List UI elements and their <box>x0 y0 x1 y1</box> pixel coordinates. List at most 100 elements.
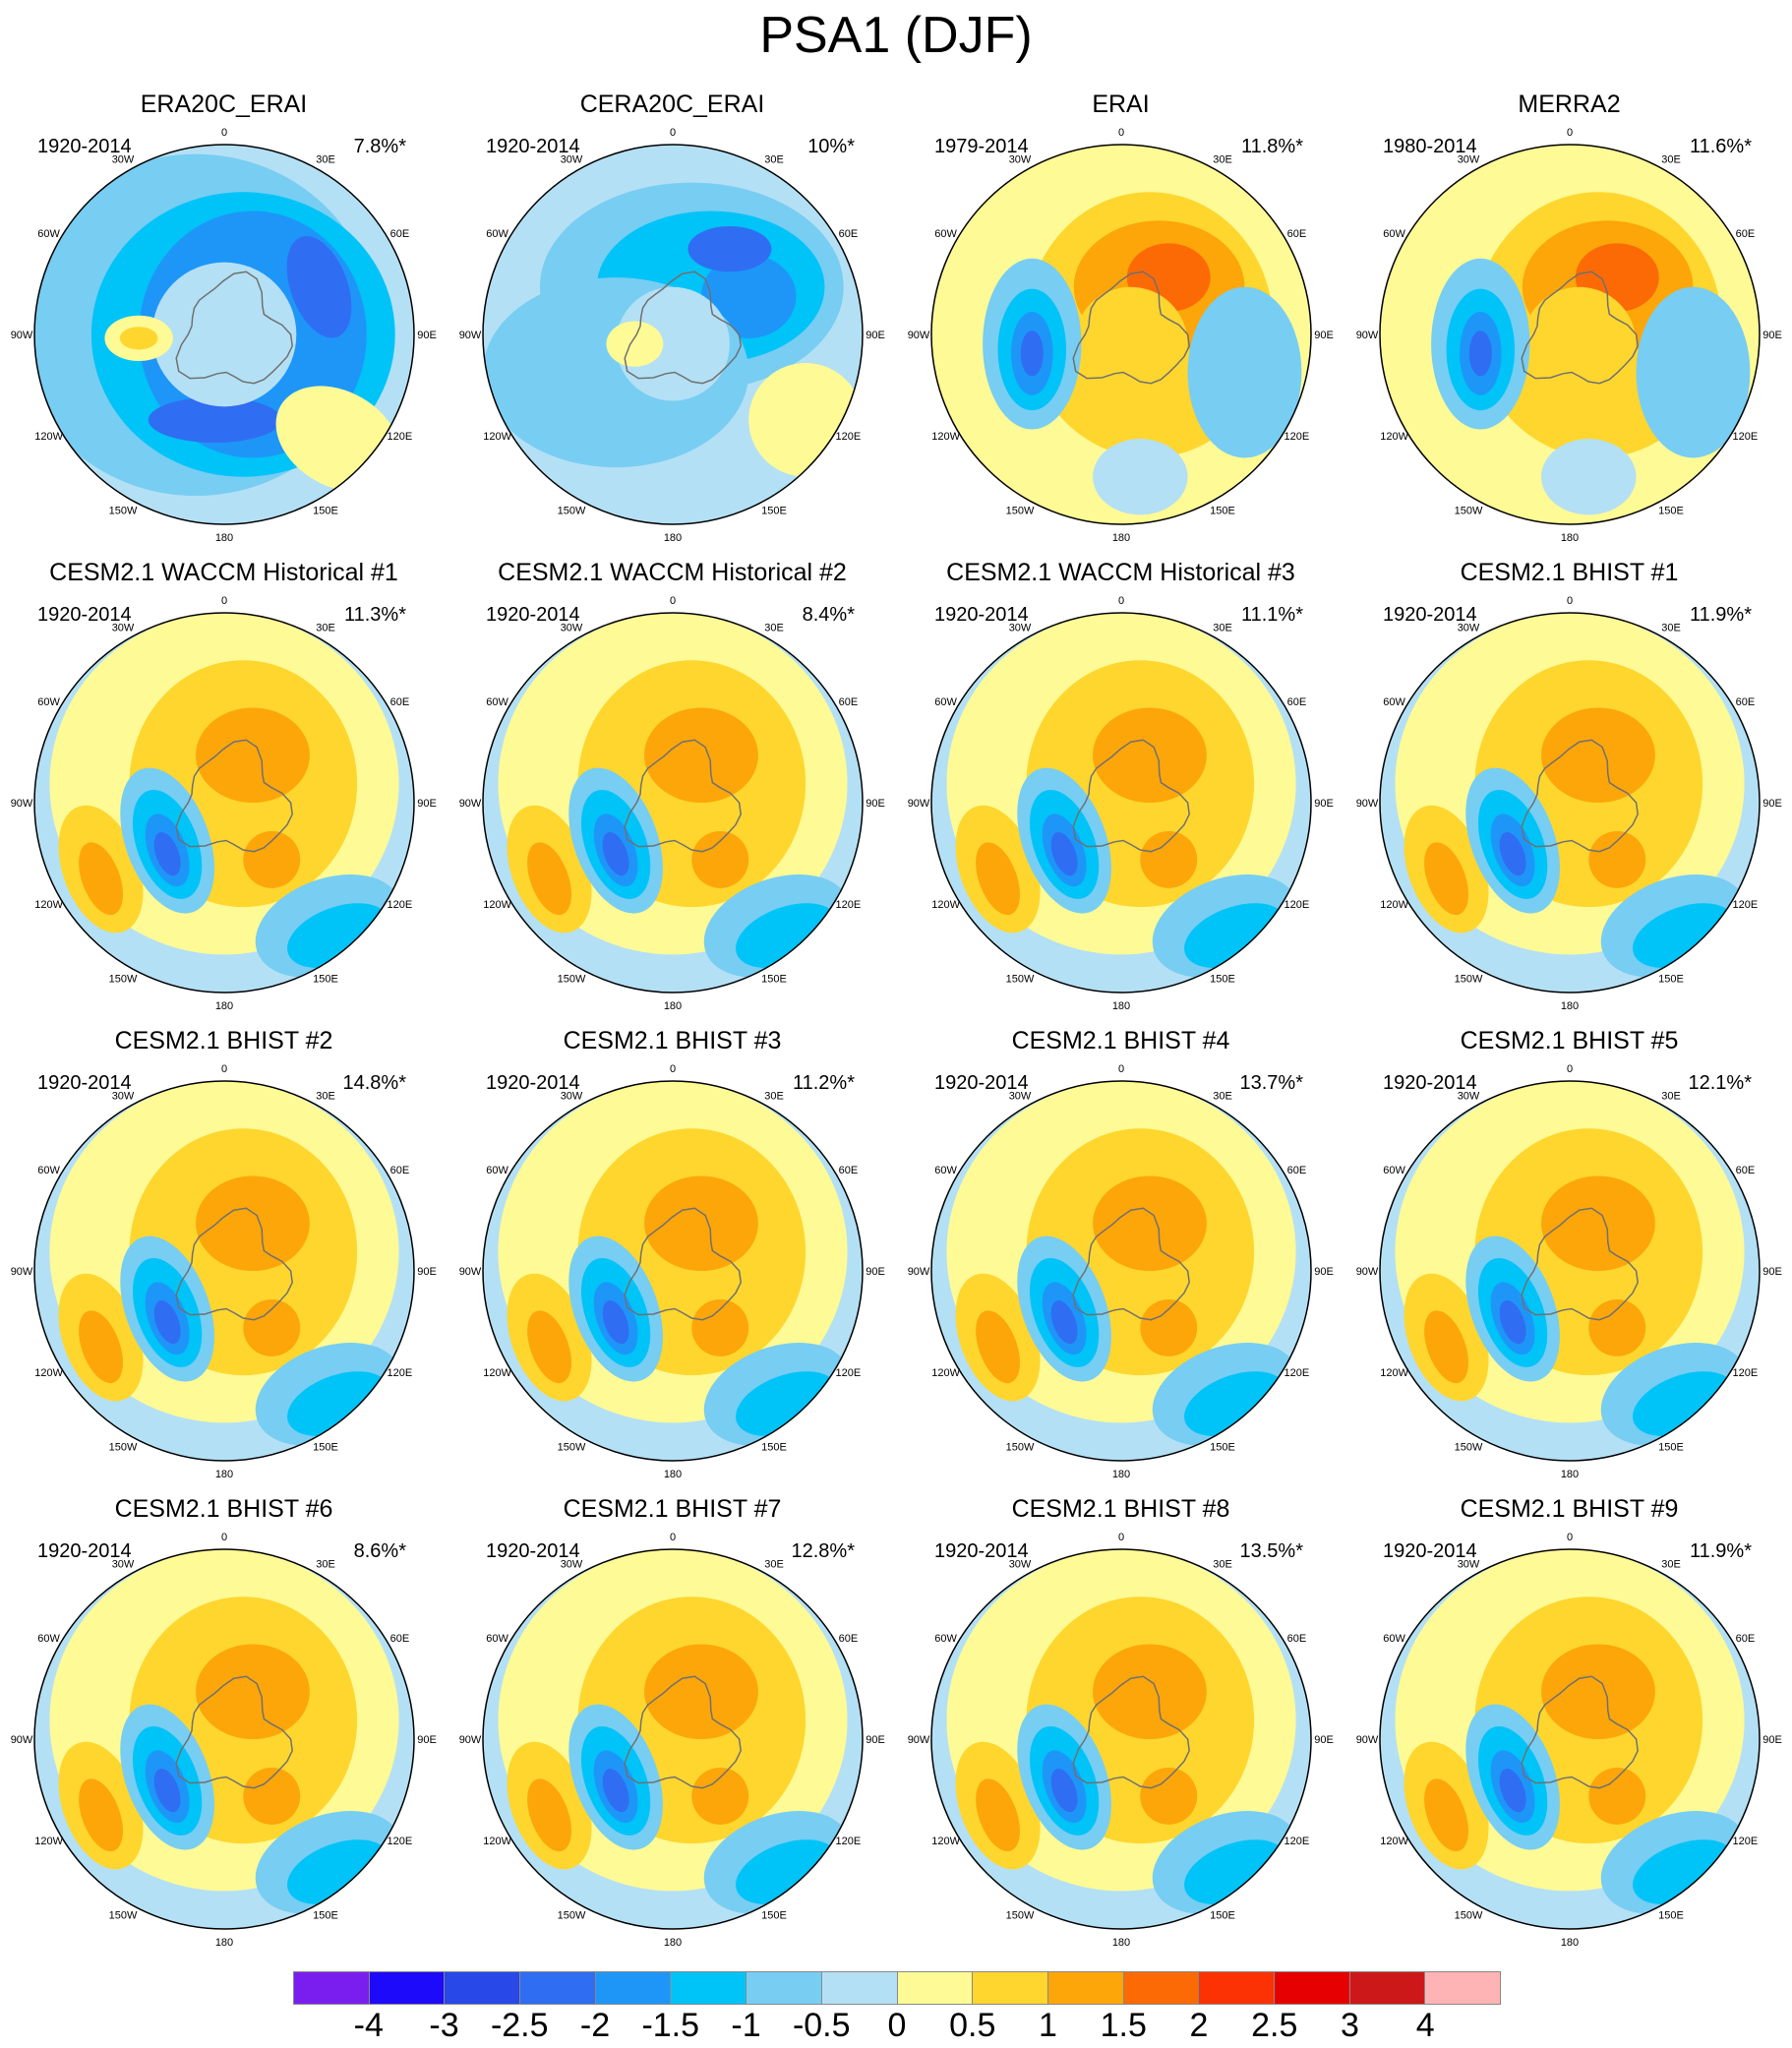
map-panel: CESM2.1 BHIST #2 1920-2014 14.8%* 0 30E 60E 90… <box>0 936 448 1480</box>
colorbar-tick-label: -3 <box>429 2007 459 2044</box>
panel-period: 1980-2014 <box>1383 136 1477 157</box>
longitude-label: 180 <box>215 1937 233 1949</box>
colorbar-labels: -4 -3 -2.5 -2 -1.5 -1 -0.5 0 0.5 1 1.5 2 2.5 3 4 <box>0 2007 1792 2048</box>
longitude-label: 90E <box>1314 1266 1334 1278</box>
longitude-label: 150E <box>1658 973 1684 985</box>
polar-map: 0 30E 60E 90E 120E 150E 180 150W 120W 90W 60W 30W <box>459 1532 885 1949</box>
longitude-label: 0 <box>1118 595 1124 607</box>
panel-title: MERRA2 <box>1518 90 1621 118</box>
colorbar-cell <box>1274 1972 1350 2004</box>
longitude-label: 150W <box>109 505 138 516</box>
longitude-label: 120E <box>836 1367 862 1379</box>
longitude-label: 60W <box>1383 228 1405 240</box>
panel-title: CERA20C_ERAI <box>579 90 765 118</box>
longitude-label: 180 <box>1561 1937 1579 1949</box>
contour-region <box>1140 830 1198 888</box>
longitude-label: 150E <box>313 505 338 516</box>
longitude-label: 180 <box>1112 1937 1130 1949</box>
longitude-label: 90E <box>1762 1734 1782 1746</box>
longitude-label: 30E <box>1661 154 1681 166</box>
contour-region <box>1093 439 1188 515</box>
longitude-label: 90W <box>908 798 930 810</box>
polar-map: 0 30E 60E 90E 120E 150E 180 150W 120W 90W 60W 30W <box>11 1532 437 1949</box>
contour-region <box>1093 1175 1207 1271</box>
colorbar-tick-label: 3 <box>1341 2007 1359 2044</box>
map-border <box>33 1080 415 1462</box>
colorbar-cell <box>520 1972 596 2004</box>
longitude-label: 0 <box>1567 595 1573 607</box>
panel-variance: 11.9%* <box>1689 604 1752 626</box>
longitude-label: 90W <box>1356 1734 1379 1746</box>
contour-region <box>616 286 730 401</box>
map-border <box>33 144 415 525</box>
coastline <box>1521 1207 1639 1321</box>
contour-region <box>243 1767 301 1825</box>
longitude-label: 120E <box>1733 899 1759 911</box>
polar-map: 0 30E 60E 90E 120E 150E 180 150W 120W 90W 60W 30W <box>1356 1063 1782 1480</box>
contour-region <box>691 1298 749 1356</box>
longitude-label: 0 <box>670 1063 676 1075</box>
longitude-label: 150W <box>109 1441 138 1453</box>
longitude-label: 90E <box>1314 330 1334 341</box>
colorbar-cell <box>897 1972 974 2004</box>
panel-period: 1920-2014 <box>37 136 132 157</box>
longitude-label: 180 <box>664 1469 682 1480</box>
contour-region <box>79 842 123 916</box>
longitude-label: 90W <box>459 330 482 341</box>
coastline <box>624 1675 742 1789</box>
contour-region <box>1588 1767 1646 1825</box>
map-panel: CESM2.1 BHIST #7 1920-2014 12.8%* 0 30E 60E 90… <box>448 1405 896 1949</box>
longitude-label: 150W <box>1006 973 1035 985</box>
longitude-label: 30E <box>1213 623 1232 634</box>
contour-region <box>691 1767 749 1825</box>
longitude-label: 120E <box>388 1836 413 1847</box>
longitude-label: 150E <box>1658 505 1684 516</box>
panel-period: 1920-2014 <box>37 1540 132 1562</box>
colorbar-cell <box>445 1972 521 2004</box>
longitude-label: 90W <box>908 330 930 341</box>
polar-map: 0 30E 60E 90E 120E 150E 180 150W 120W 90W 60W 30W <box>459 1063 885 1480</box>
map-border <box>1379 144 1761 525</box>
longitude-label: 120E <box>836 899 862 911</box>
longitude-label: 60E <box>839 1633 859 1645</box>
longitude-label: 150E <box>1210 505 1235 516</box>
longitude-label: 120W <box>1380 431 1408 443</box>
coastline <box>1072 739 1190 853</box>
longitude-label: 60E <box>1736 1633 1756 1645</box>
map-panel: CESM2.1 BHIST #4 1920-2014 13.7%* 0 30E 60E 90… <box>897 936 1344 1480</box>
longitude-label: 30W <box>112 1091 135 1103</box>
longitude-label: 90E <box>866 330 885 341</box>
longitude-label: 30W <box>112 154 135 166</box>
panel-title: ERAI <box>1092 90 1150 118</box>
contour-region <box>644 707 758 803</box>
polar-map: 0 30E 60E 90E 120E 150E 180 150W 120W 90W 60W 30W <box>11 127 437 544</box>
contour-region <box>1073 286 1188 401</box>
panel-variance: 11.6%* <box>1689 136 1752 157</box>
panel-period: 1920-2014 <box>1383 604 1477 626</box>
longitude-label: 60E <box>839 1165 859 1176</box>
polar-map: 0 30E 60E 90E 120E 150E 180 150W 120W 90W 60W 30W <box>1356 595 1782 1012</box>
colorbar-tick-label: 2 <box>1189 2007 1209 2044</box>
map-border <box>1379 612 1761 994</box>
panel-variance: 13.7%* <box>1239 1072 1304 1094</box>
colorbar-cell <box>1199 1972 1275 2004</box>
panel-title: ERA20C_ERAI <box>140 90 308 118</box>
contour-region <box>243 1298 301 1356</box>
map-panel: CESM2.1 BHIST #6 1920-2014 8.6%* 0 30E 60E 90E… <box>0 1405 448 1949</box>
contour-region <box>644 1175 758 1271</box>
panel-title: CESM2.1 BHIST #7 <box>563 1495 782 1523</box>
colorbar-cell <box>369 1972 446 2004</box>
polar-map: 0 30E 60E 90E 120E 150E 180 150W 120W 90W 60W 30W <box>908 127 1334 544</box>
contour-region <box>687 225 772 272</box>
panel-title: CESM2.1 BHIST #3 <box>563 1027 782 1054</box>
longitude-label: 60W <box>486 1633 508 1645</box>
panel-period: 1920-2014 <box>486 136 580 157</box>
contour-region <box>1522 286 1637 401</box>
longitude-label: 60W <box>1383 1165 1405 1176</box>
panel-variance: 11.8%* <box>1240 136 1303 157</box>
longitude-label: 150E <box>761 1441 787 1453</box>
longitude-label: 120E <box>1284 1367 1310 1379</box>
colorbar-tick-label: 1.5 <box>1100 2007 1147 2044</box>
contour-region <box>691 830 749 888</box>
coastline <box>175 1675 293 1789</box>
